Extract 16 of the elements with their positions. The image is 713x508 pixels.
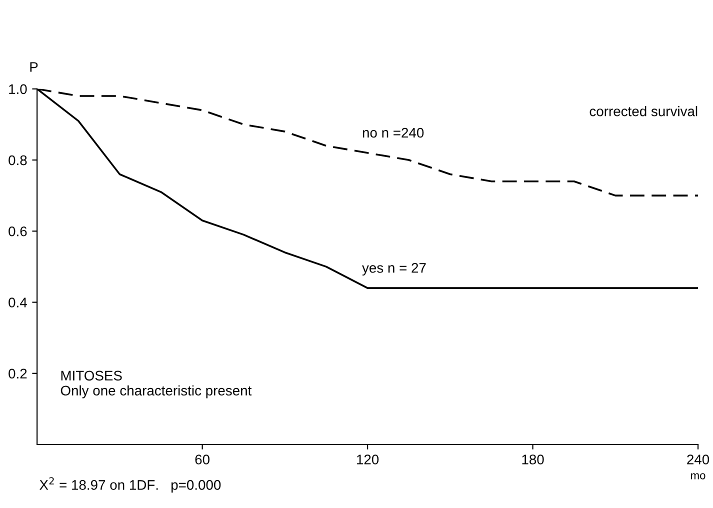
y-axis-title: P: [30, 62, 38, 72]
annotation: MITOSES Only one characteristic present: [60, 370, 252, 398]
series-label: yes n = 27: [362, 262, 426, 276]
x-tick-label: 180: [522, 454, 544, 464]
y-tick-label: 0.6: [8, 226, 27, 236]
x-tick-label: 60: [195, 454, 210, 464]
y-tick-label: 1.0: [9, 84, 27, 94]
x-tick-label: 120: [357, 454, 379, 464]
x-axis-title: mo: [691, 473, 706, 480]
series-label: no n =240: [362, 128, 424, 138]
text: X$^{2}$ = 18.97 on 1DF. p=0.000: [40, 477, 221, 493]
x-tick-label: 240: [687, 454, 710, 464]
y-tick-label: 0.4: [8, 298, 27, 308]
y-tick-label: 0.8: [8, 155, 27, 166]
text: corrected survival: [590, 106, 698, 116]
y-tick-label: 0.2: [8, 368, 27, 379]
